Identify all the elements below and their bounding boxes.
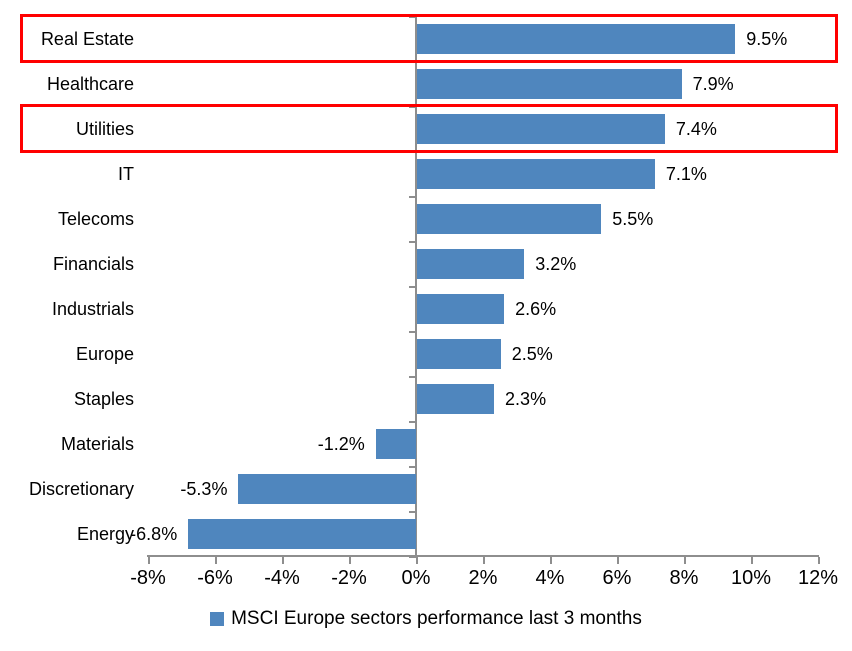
bar: [417, 23, 736, 54]
category-axis-tick: [409, 331, 416, 333]
category-label: Materials: [60, 433, 134, 454]
category-axis-tick: [409, 241, 416, 243]
x-axis-tick: [349, 557, 351, 564]
bar-value-label: 2.5%: [511, 343, 553, 364]
category-label: Discretionary: [28, 478, 134, 499]
category-label: Real Estate: [40, 28, 134, 49]
category-axis-tick: [409, 466, 416, 468]
x-tick-label: -4%: [264, 567, 300, 589]
bar-value-label: 7.4%: [675, 118, 717, 139]
highlight-box-real-estate: [20, 14, 838, 63]
bar-value-label: 2.3%: [505, 388, 547, 409]
category-label: Energy: [76, 523, 134, 544]
x-axis-tick: [751, 557, 753, 564]
x-tick-label: 8%: [669, 567, 699, 589]
bar: [417, 383, 495, 414]
category-axis-tick: [409, 511, 416, 513]
x-axis-tick: [416, 557, 418, 564]
category-label: Europe: [75, 343, 134, 364]
category-axis-tick: [409, 421, 416, 423]
x-tick-label: 0%: [401, 567, 431, 589]
bar: [417, 248, 525, 279]
x-tick-label: 2%: [468, 567, 498, 589]
category-label: IT: [118, 163, 134, 184]
legend: MSCI Europe sectors performance last 3 m…: [0, 606, 852, 632]
x-axis-tick: [818, 557, 820, 564]
bar-value-label: 5.5%: [612, 208, 654, 229]
bar: [417, 158, 655, 189]
x-axis-tick: [148, 557, 150, 564]
bar: [417, 68, 682, 99]
category-axis-line: [415, 15, 417, 557]
bar: [417, 113, 665, 144]
x-tick-label: 12%: [797, 567, 839, 589]
category-label: Healthcare: [46, 73, 134, 94]
category-label: Telecoms: [57, 208, 134, 229]
x-tick-label: 6%: [602, 567, 632, 589]
x-axis-tick: [550, 557, 552, 564]
bar-value-label: 9.5%: [746, 28, 788, 49]
category-axis-tick: [409, 196, 416, 198]
bar-value-label: -6.8%: [130, 523, 178, 544]
bar: [417, 338, 501, 369]
legend-label: MSCI Europe sectors performance last 3 m…: [231, 608, 642, 629]
legend-swatch-icon: [210, 612, 225, 626]
bar-value-label: 7.9%: [692, 73, 734, 94]
bar-value-label: -5.3%: [180, 478, 228, 499]
category-label: Financials: [52, 253, 134, 274]
bar: [238, 473, 416, 504]
category-axis-tick: [409, 376, 416, 378]
x-axis-line: [147, 555, 819, 557]
x-axis-tick: [282, 557, 284, 564]
category-label: Staples: [73, 388, 134, 409]
x-tick-label: -2%: [331, 567, 367, 589]
bar-value-label: 2.6%: [515, 298, 557, 319]
category-label: Utilities: [75, 118, 134, 139]
bar: [417, 203, 602, 234]
highlight-box-utilities: [20, 104, 838, 153]
x-tick-label: -6%: [197, 567, 233, 589]
x-axis-tick: [684, 557, 686, 564]
category-label: Industrials: [51, 298, 134, 319]
bar: [188, 518, 416, 549]
bar: [417, 293, 505, 324]
category-axis-tick: [409, 556, 416, 558]
category-axis-tick: [409, 286, 416, 288]
bar-value-label: 7.1%: [665, 163, 707, 184]
bar-value-label: -1.2%: [317, 433, 365, 454]
x-axis-tick: [483, 557, 485, 564]
x-axis-tick: [617, 557, 619, 564]
x-tick-label: -8%: [130, 567, 166, 589]
x-tick-label: 10%: [730, 567, 772, 589]
x-tick-label: 4%: [535, 567, 565, 589]
bar: [375, 428, 416, 459]
x-axis-tick: [215, 557, 217, 564]
bar-value-label: 3.2%: [535, 253, 577, 274]
